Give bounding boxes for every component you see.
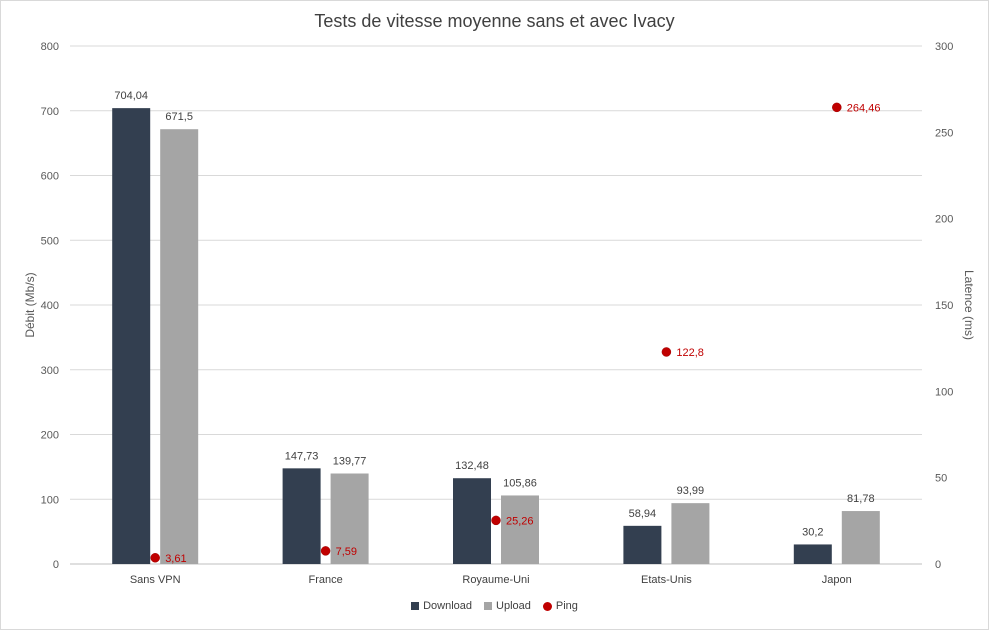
legend-swatch-upload: [484, 602, 493, 610]
data-label-ping: 25,26: [506, 515, 534, 527]
bar-upload: [841, 511, 880, 564]
bar-download: [282, 468, 321, 564]
y-tick-label: 700: [41, 106, 59, 118]
legend-swatch-ping: [542, 601, 552, 611]
ping-point: [320, 546, 331, 556]
y2-tick-label: 0: [935, 559, 941, 571]
bar-upload: [671, 503, 710, 564]
y2-tick-label: 50: [935, 473, 947, 485]
bar-download: [112, 108, 151, 565]
y-tick-label: 500: [41, 235, 59, 247]
data-label-upload: 81,78: [847, 493, 875, 505]
y-tick-label: 300: [41, 365, 59, 377]
y2-tick-label: 250: [935, 127, 953, 139]
data-label-download: 30,2: [802, 526, 823, 538]
legend: Download Upload Ping: [0, 600, 989, 612]
data-label-upload: 671,5: [165, 111, 193, 123]
bar-download: [453, 478, 491, 564]
data-label-ping: 122,8: [676, 347, 704, 359]
legend-swatch-download: [411, 602, 420, 610]
legend-label-upload: Upload: [496, 600, 531, 612]
data-label-upload: 105,86: [503, 477, 537, 489]
y2-tick-label: 300: [935, 41, 953, 53]
data-label-upload: 93,99: [677, 485, 705, 497]
data-label-ping: 3,61: [165, 553, 186, 565]
legend-item-upload: Upload: [484, 600, 531, 612]
x-tick-label: Royaume-Uni: [462, 574, 529, 586]
x-tick-label: Sans VPN: [130, 574, 181, 586]
data-label-upload: 139,77: [333, 455, 367, 467]
legend-label-ping: Ping: [555, 600, 578, 612]
data-label-download: 704,04: [114, 90, 148, 102]
y2-tick-label: 150: [935, 300, 953, 312]
ping-point: [491, 515, 501, 526]
x-tick-label: Japon: [822, 574, 852, 586]
y-tick-label: 100: [41, 494, 59, 506]
data-label-ping: 264,46: [847, 102, 881, 114]
bar-upload: [330, 473, 369, 564]
y-tick-label: 200: [41, 430, 59, 442]
legend-item-ping: Ping: [542, 600, 578, 612]
data-label-ping: 7,59: [336, 546, 357, 558]
y-tick-label: 400: [41, 300, 59, 312]
bar-upload: [501, 495, 539, 564]
ping-point: [661, 347, 672, 357]
legend-label-download: Download: [423, 600, 473, 612]
bar-download: [793, 544, 832, 564]
bar-upload: [160, 129, 199, 565]
x-tick-label: Etats-Unis: [641, 574, 692, 586]
ping-point: [832, 102, 842, 113]
y-tick-label: 800: [41, 41, 59, 53]
bar-download: [623, 525, 662, 564]
chart-title: Tests de vitesse moyenne sans et avec Iv…: [314, 11, 675, 31]
data-label-download: 132,48: [455, 460, 489, 472]
ping-point: [150, 553, 160, 563]
data-label-download: 147,73: [285, 450, 319, 462]
y2-tick-label: 200: [935, 214, 953, 226]
x-tick-label: France: [308, 574, 342, 586]
y2-tick-label: 100: [935, 386, 953, 398]
y-tick-label: 600: [41, 171, 59, 183]
data-label-download: 58,94: [629, 508, 657, 520]
y-tick-label: 0: [53, 559, 59, 571]
legend-item-download: Download: [411, 600, 472, 612]
